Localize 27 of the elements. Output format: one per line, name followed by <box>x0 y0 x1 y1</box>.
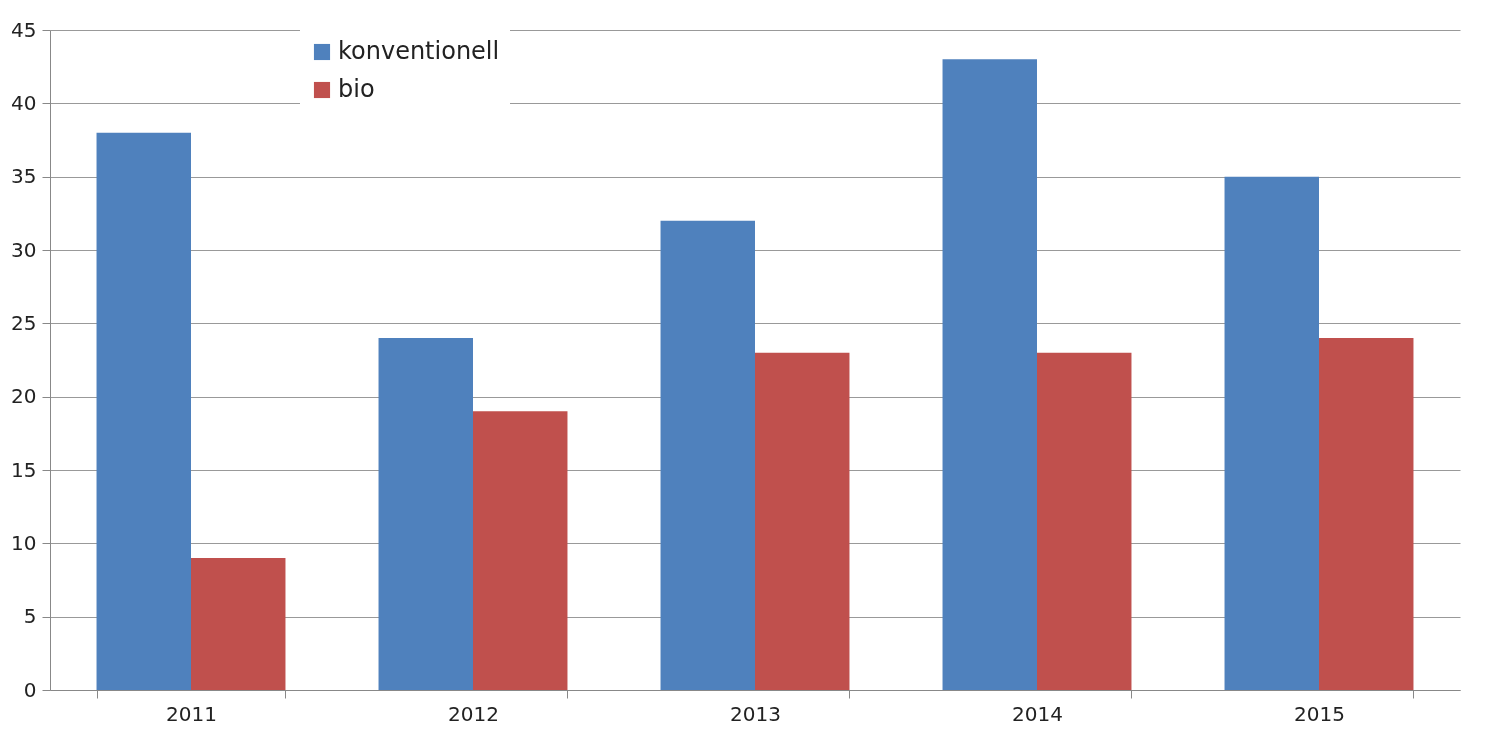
y-tick-label: 0 <box>23 677 37 702</box>
bar <box>96 132 191 690</box>
x-tick-label: 2014 <box>1012 701 1063 726</box>
bar <box>473 411 568 690</box>
x-tick-label: 2011 <box>166 701 217 726</box>
bar <box>1224 176 1319 690</box>
bar <box>660 220 755 690</box>
y-tick-label: 30 <box>11 237 37 262</box>
bar <box>942 59 1037 690</box>
bar <box>755 352 850 690</box>
y-tick-label: 20 <box>11 384 37 409</box>
y-tick-label: 45 <box>11 17 37 42</box>
y-tick-label: 15 <box>11 457 37 482</box>
x-tick-label: 2013 <box>730 701 781 726</box>
x-tick-label: 2012 <box>448 701 499 726</box>
bar <box>378 338 473 690</box>
bar <box>1319 338 1414 690</box>
legend-label: bio <box>338 75 375 103</box>
bar <box>1037 352 1132 690</box>
y-tick-label: 10 <box>11 530 37 555</box>
y-tick-label: 40 <box>11 90 37 115</box>
legend-label: konventionell <box>338 37 500 65</box>
x-tick-label: 2015 <box>1294 701 1345 726</box>
y-tick-label: 5 <box>23 604 37 629</box>
y-tick-label: 35 <box>11 164 37 189</box>
y-tick-label: 25 <box>11 310 37 335</box>
bar <box>191 558 286 690</box>
